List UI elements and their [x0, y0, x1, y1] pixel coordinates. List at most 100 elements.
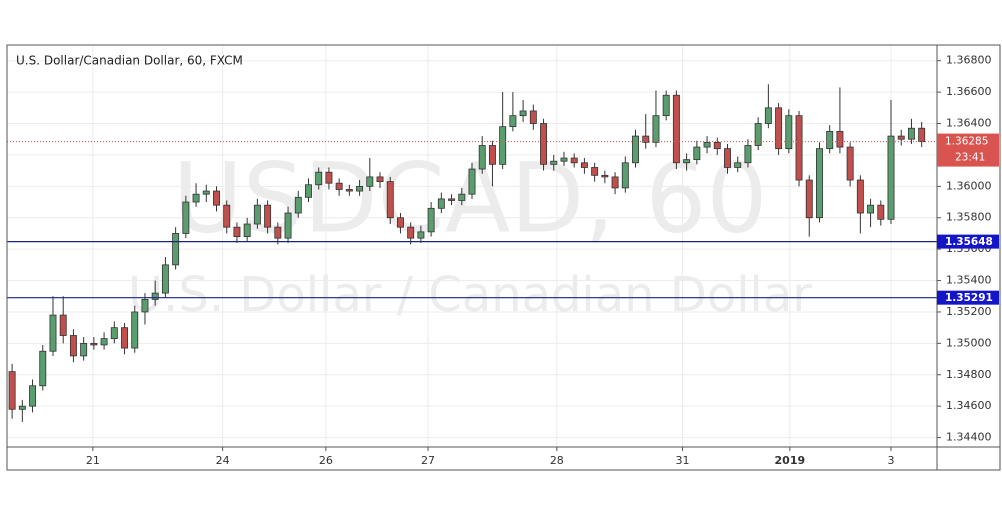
price-label: 1.35291 [945, 292, 993, 304]
y-tick-label: 1.35800 [946, 211, 992, 224]
candle-body [540, 123, 548, 165]
candle-body [243, 223, 251, 237]
price-label-box [937, 234, 999, 249]
candle-body [294, 196, 302, 214]
candle-body [305, 184, 312, 198]
candle-body [529, 110, 537, 124]
candle-body [744, 145, 752, 164]
candle-body [601, 174, 609, 178]
candle-body [713, 141, 721, 150]
candle-body [59, 314, 67, 336]
candle-body [110, 327, 118, 340]
candle-body [683, 159, 691, 164]
y-tick-label: 1.36800 [946, 54, 992, 67]
candle-body [151, 292, 159, 300]
candle-body [652, 115, 660, 143]
candle-body [805, 179, 813, 219]
candle-body [182, 201, 190, 234]
candle-body [478, 145, 486, 170]
candle-body [233, 226, 241, 237]
candle-body [662, 94, 670, 117]
candle-body [8, 371, 16, 410]
candle-body [18, 405, 26, 410]
candle-body [499, 126, 507, 165]
watermark-subtitle: U.S. Dollar / Canadian Dollar [128, 267, 812, 323]
y-tick-label: 1.36400 [946, 117, 992, 130]
candle-body [172, 233, 180, 266]
countdown-label: 23:41 [955, 152, 985, 164]
x-tick-label: 28 [550, 454, 564, 467]
candle-body [509, 115, 517, 128]
candle-body [274, 226, 282, 239]
candle-body [856, 179, 864, 214]
candle-body [632, 135, 639, 164]
last-price-box [937, 133, 999, 167]
y-tick-label: 1.35200 [946, 305, 992, 318]
candle-body [877, 204, 885, 220]
candle-body [345, 189, 353, 192]
candle-body [611, 176, 619, 189]
y-tick-label: 1.34400 [946, 431, 992, 444]
candle-body [836, 130, 844, 148]
price-label: 1.35648 [945, 236, 993, 248]
candle-body [621, 162, 629, 189]
x-tick-label: 24 [216, 454, 230, 467]
candle-body [907, 127, 915, 140]
candle-body [396, 217, 404, 228]
candle-body [897, 135, 905, 140]
candle-body [192, 193, 200, 203]
candle-body [816, 148, 823, 219]
frame [6, 44, 1001, 471]
candle-body [325, 171, 333, 184]
y-tick-label: 1.36000 [946, 179, 992, 192]
candle-body [356, 185, 364, 192]
candle-body [918, 127, 926, 142]
candle-body [642, 135, 650, 143]
candle-body [386, 181, 394, 219]
price-label-box [937, 290, 999, 305]
candle-body [253, 204, 261, 225]
candle-body [335, 182, 343, 190]
candle-body [100, 338, 108, 346]
y-tick-label: 1.35400 [946, 274, 992, 287]
candle-body [764, 107, 772, 124]
x-tick-label: 31 [676, 454, 690, 467]
candle-body [468, 168, 476, 195]
candle-body [846, 146, 854, 181]
candle-body [734, 162, 742, 168]
candle-body [80, 342, 88, 357]
candle-body [570, 157, 578, 164]
candle-body [672, 94, 680, 164]
candle-body [264, 204, 272, 228]
y-tick-label: 1.34600 [946, 399, 992, 412]
x-tick-label: 2019 [775, 454, 806, 467]
candle-body [121, 327, 128, 349]
candle-body [376, 176, 384, 183]
candle-body [550, 160, 558, 165]
chart-title: U.S. Dollar/Canadian Dollar, 60, FXCM [16, 54, 243, 68]
candle-body [131, 311, 139, 349]
x-tick-label: 26 [319, 454, 333, 467]
candle-body [284, 212, 292, 239]
candle-body [580, 162, 588, 168]
watermark: USDCAD, 60 [173, 142, 768, 254]
candle-body [591, 167, 599, 176]
candle-body [141, 298, 149, 313]
candle-body [39, 350, 47, 387]
candle-body [519, 110, 527, 117]
candle-body [213, 190, 220, 206]
candle-body [867, 204, 875, 214]
candle-body [69, 335, 77, 357]
candle-body [223, 204, 231, 228]
candle-body [785, 115, 793, 150]
candle-body [417, 231, 425, 239]
y-tick-label: 1.36600 [946, 85, 992, 98]
candle-body [315, 171, 323, 186]
candle-body [826, 130, 834, 150]
candle-body [754, 123, 762, 146]
candle-body [724, 148, 731, 168]
candle-body [693, 146, 701, 161]
y-tick-label: 1.35000 [946, 336, 992, 349]
